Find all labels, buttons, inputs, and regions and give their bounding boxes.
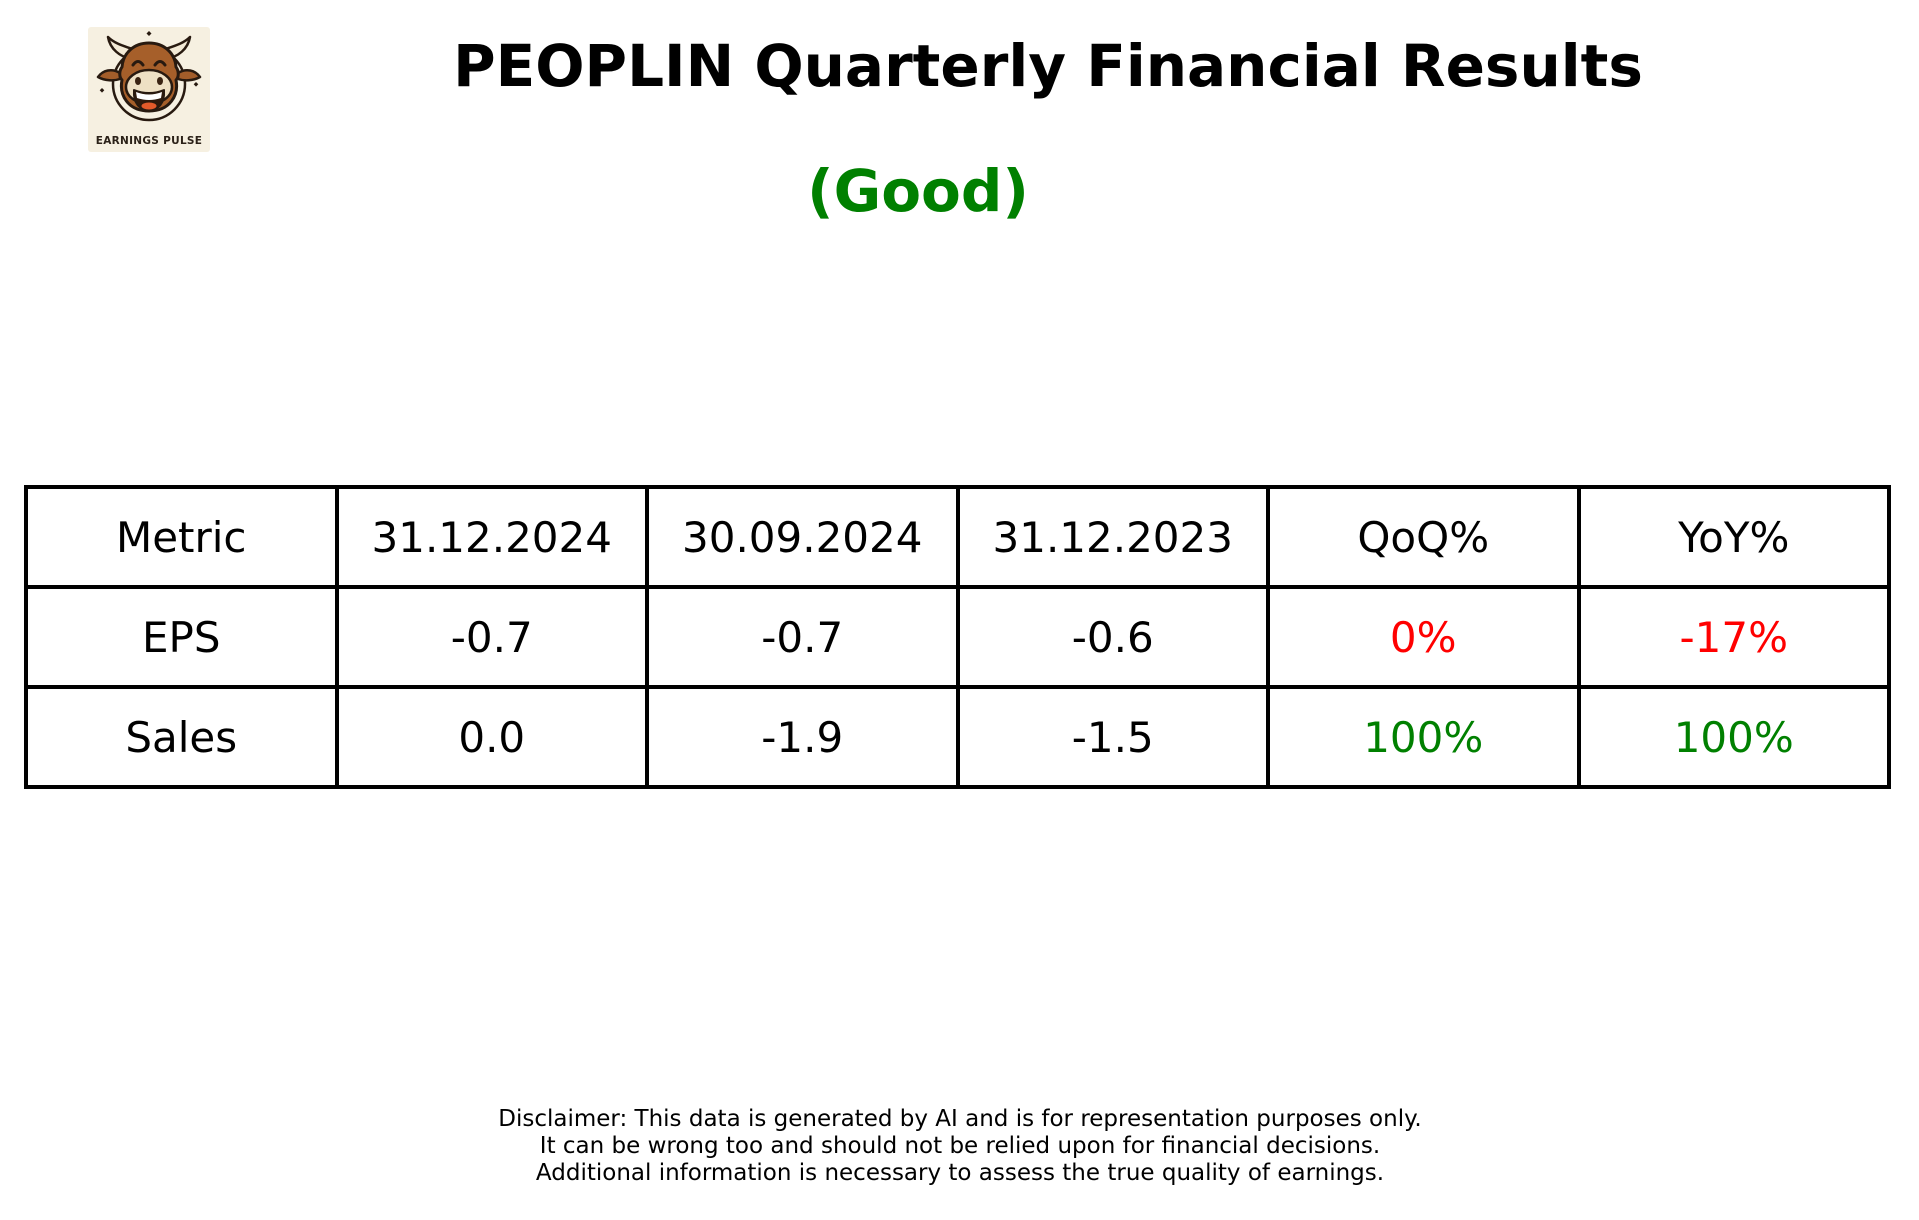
disclaimer-line-2: It can be wrong too and should not be re… [539, 1133, 1381, 1159]
brand-name: EARNINGS PULSE [95, 135, 203, 147]
table-row-eps: EPS -0.7 -0.7 -0.6 0% -17% [24, 585, 1891, 689]
disclaimer-line-3: Additional information is necessary to a… [535, 1160, 1385, 1186]
cell-sales-q4-2024: 0.0 [334, 685, 649, 789]
col-header-metric: Metric [24, 485, 339, 589]
cell-sales-qoq: 100% [1266, 685, 1581, 789]
verdict-label: (Good) [807, 157, 1029, 225]
cell-sales-q4-2023: -1.5 [955, 685, 1270, 789]
disclaimer-line-1: Disclaimer: This data is generated by AI… [498, 1106, 1422, 1132]
cell-eps-metric: EPS [24, 585, 339, 689]
cell-eps-q4-2023: -0.6 [955, 585, 1270, 689]
table-header-row: Metric 31.12.2024 30.09.2024 31.12.2023 … [24, 485, 1891, 589]
cell-sales-yoy: 100% [1576, 685, 1891, 789]
col-header-yoy: YoY% [1576, 485, 1891, 589]
cell-eps-yoy: -17% [1576, 585, 1891, 689]
col-header-qoq: QoQ% [1266, 485, 1581, 589]
cell-eps-q3-2024: -0.7 [645, 585, 960, 689]
table-row-sales: Sales 0.0 -1.9 -1.5 100% 100% [24, 685, 1891, 789]
col-header-31-12-2023: 31.12.2023 [955, 485, 1270, 589]
disclaimer: Disclaimer: This data is generated by AI… [498, 1106, 1421, 1187]
page-title: PEOPLIN Quarterly Financial Results [453, 32, 1643, 100]
col-header-31-12-2024: 31.12.2024 [334, 485, 649, 589]
cell-sales-q3-2024: -1.9 [645, 685, 960, 789]
brand-logo: EARNINGS PULSE [88, 27, 210, 152]
col-header-30-09-2024: 30.09.2024 [645, 485, 960, 589]
cell-eps-q4-2024: -0.7 [334, 585, 649, 689]
financial-results-table: Metric 31.12.2024 30.09.2024 31.12.2023 … [24, 485, 1891, 789]
cell-sales-metric: Sales [24, 685, 339, 789]
laughing-bull-icon [96, 31, 202, 122]
cell-eps-qoq: 0% [1266, 585, 1581, 689]
